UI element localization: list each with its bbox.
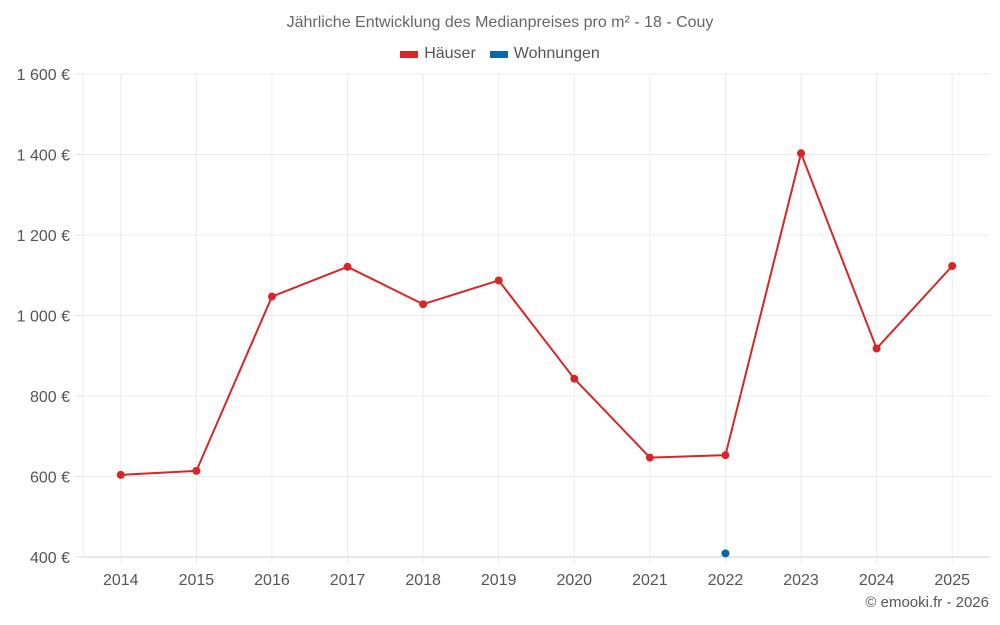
x-tick-label: 2017 [330, 572, 366, 589]
legend-label-haeuser: Häuser [424, 45, 476, 62]
chart-title: Jährliche Entwicklung des Medianpreises … [286, 14, 714, 31]
y-axis: 400 € 600 € 800 € 1 000 € 1 200 € 1 400 € 1 60… [17, 67, 83, 567]
legend: Häuser Wohnungen [0, 45, 1000, 63]
legend-item-wohnungen[interactable]: Wohnungen [489, 45, 600, 63]
data-point[interactable] [343, 262, 352, 271]
data-point[interactable] [721, 451, 730, 460]
x-tick-label: 2024 [859, 572, 895, 589]
legend-swatch-haeuser [400, 50, 419, 58]
x-tick-label: 2022 [708, 572, 744, 589]
x-tick-label: 2020 [556, 572, 592, 589]
x-tick-label: 2016 [254, 572, 290, 589]
x-tick-label: 2014 [103, 572, 139, 589]
legend-label-wohnungen: Wohnungen [513, 45, 600, 62]
data-point[interactable] [797, 149, 806, 158]
y-tick-label: 400 € [30, 550, 70, 567]
y-tick-label: 1 600 € [17, 67, 70, 84]
legend-item-haeuser[interactable]: Häuser [400, 45, 476, 63]
data-series [116, 149, 957, 558]
data-point[interactable] [116, 470, 125, 479]
series-line [120, 152, 953, 476]
y-tick-label: 1 000 € [17, 309, 70, 326]
data-point[interactable] [267, 292, 276, 301]
x-tick-label: 2023 [783, 572, 819, 589]
legend-swatch-wohnungen [489, 50, 508, 58]
grid-lines [82, 73, 990, 564]
x-tick-label: 2019 [481, 572, 517, 589]
y-tick-label: 600 € [30, 470, 70, 487]
data-point[interactable] [872, 344, 881, 353]
y-tick-label: 1 400 € [17, 148, 70, 165]
y-tick-label: 800 € [30, 389, 70, 406]
y-tick-label: 1 200 € [17, 228, 70, 245]
data-point[interactable] [419, 300, 428, 309]
x-tick-label: 2018 [405, 572, 441, 589]
x-tick-label: 2021 [632, 572, 668, 589]
data-point[interactable] [948, 261, 957, 270]
data-point[interactable] [494, 276, 503, 285]
data-point[interactable] [721, 549, 730, 558]
x-axis: 2014 2015 2016 2017 2018 2019 2020 2021 2022 2023… [103, 572, 970, 589]
data-point[interactable] [570, 374, 579, 383]
data-point[interactable] [192, 466, 201, 475]
x-tick-label: 2025 [934, 572, 970, 589]
data-point[interactable] [645, 453, 654, 462]
copyright-credit: © emooki.fr - 2026 [865, 594, 989, 611]
x-tick-label: 2015 [179, 572, 215, 589]
